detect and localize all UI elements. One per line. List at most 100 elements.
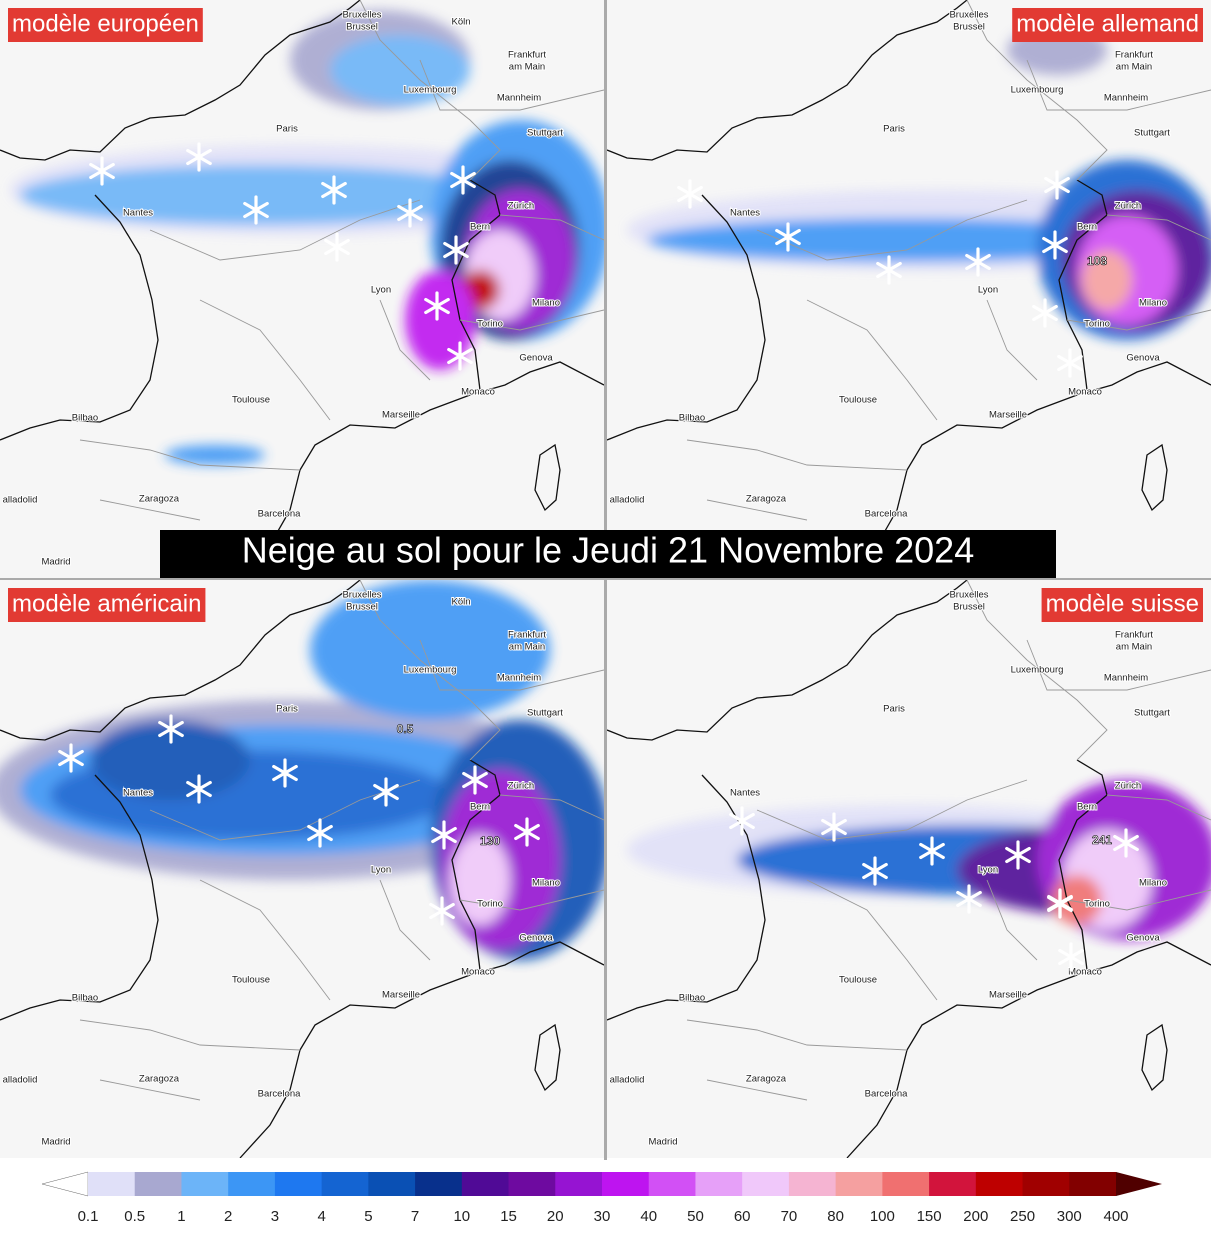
city-label: Nantes: [123, 208, 153, 219]
snow-area: [165, 445, 265, 465]
legend-swatch: [648, 1172, 696, 1196]
legend-swatch: [555, 1172, 603, 1196]
title: Neige au sol pour le Jeudi 21 Novembre 2…: [242, 530, 974, 571]
legend-tick-label: 150: [917, 1208, 942, 1225]
city-label: Lyon: [978, 865, 998, 876]
legend-swatch: [1069, 1172, 1117, 1196]
city-label: Barcelona: [258, 1089, 301, 1100]
legend-tick-label: 40: [640, 1208, 657, 1225]
city-label: Milano: [1139, 878, 1167, 889]
city-label: Nantes: [730, 208, 760, 219]
legend-swatch: [228, 1172, 276, 1196]
city-label: Lyon: [371, 285, 391, 296]
city-label: Zürich: [1115, 781, 1141, 792]
legend-below-arrow: [41, 1171, 89, 1197]
legend-tick-label: 300: [1057, 1208, 1082, 1225]
snow-area: [20, 165, 500, 225]
city-label: Köln: [451, 17, 470, 28]
city-label: Zaragoza: [746, 1074, 787, 1085]
panel-label-box: [8, 8, 203, 42]
snowflake: [1057, 354, 1083, 372]
legend-swatch: [835, 1172, 883, 1196]
legend-swatch: [88, 1172, 136, 1196]
snowflake: [677, 185, 703, 203]
city-label: Brussel: [953, 22, 985, 33]
city-label: Bern: [470, 802, 490, 813]
city-label: Zürich: [508, 201, 534, 212]
snowflake: [821, 818, 847, 836]
city-label: Zürich: [508, 781, 534, 792]
snowflake: [1005, 846, 1031, 864]
snow-area: [330, 35, 470, 105]
contour-label: 241: [1092, 833, 1112, 847]
snowflake: [307, 824, 333, 842]
legend-tick-label: 20: [547, 1208, 564, 1225]
legend-tick-label: 3: [271, 1208, 279, 1225]
legend-swatch: [368, 1172, 416, 1196]
snowflake: [1044, 176, 1070, 194]
snowflake: [186, 780, 212, 798]
city-label: Madrid: [648, 1137, 677, 1148]
city-label: Toulouse: [839, 975, 877, 986]
panel-label-box: [8, 588, 206, 622]
city-label: am Main: [1116, 642, 1152, 653]
legend-tick-label: 30: [594, 1208, 611, 1225]
city-label: Bilbao: [72, 993, 98, 1004]
city-label: alladolid: [3, 495, 38, 506]
legend-swatch: [929, 1172, 977, 1196]
legend-tick-label: 2: [224, 1208, 232, 1225]
snowflake: [462, 771, 488, 789]
snow-area: [90, 720, 250, 800]
city-label: Monaco: [1068, 967, 1102, 978]
legend-tick-label: 100: [870, 1208, 895, 1225]
city-label: alladolid: [610, 1075, 645, 1086]
legend-swatch: [321, 1172, 369, 1196]
city-label: Mannheim: [1104, 93, 1148, 104]
city-label: Nantes: [730, 788, 760, 799]
city-label: Stuttgart: [1134, 128, 1170, 139]
city-label: Luxembourg: [404, 665, 457, 676]
snowflake: [729, 812, 755, 830]
city-label: alladolid: [610, 495, 645, 506]
contour-label: 0.5: [397, 722, 414, 736]
snowflake: [450, 171, 476, 189]
city-label: Monaco: [1068, 387, 1102, 398]
city-label: Bern: [1077, 802, 1097, 813]
city-label: Torino: [477, 899, 503, 910]
snowflake: [89, 162, 115, 180]
city-label: Bern: [470, 222, 490, 233]
panel-label: modèle européen: [12, 10, 199, 37]
legend: 0.1 0.5 1 2 3 4 5 7 10 15 20 30 40 50 60 70 80 100 150 200 2…: [41, 1171, 1162, 1225]
city-label: Brussel: [346, 22, 378, 33]
panel-label: modèle américain: [12, 590, 201, 617]
snowflake: [1058, 948, 1084, 966]
snowflake: [1042, 236, 1068, 254]
city-label: Marseille: [382, 990, 420, 1001]
snowflake: [965, 253, 991, 271]
legend-above-arrow: [1116, 1172, 1162, 1196]
snowflake: [1032, 304, 1058, 322]
city-label: Barcelona: [865, 509, 908, 520]
city-label: Bilbao: [72, 413, 98, 424]
snowflake: [58, 749, 84, 767]
city-label: Frankfurt: [1115, 50, 1153, 61]
city-label: Bruxelles: [342, 590, 381, 601]
city-label: Marseille: [989, 410, 1027, 421]
snowflake: [775, 228, 801, 246]
legend-swatch: [181, 1172, 229, 1196]
snowflake: [321, 181, 347, 199]
city-label: Milano: [532, 878, 560, 889]
city-label: Milano: [1139, 298, 1167, 309]
panel-label: modèle allemand: [1016, 10, 1199, 37]
city-label: Genova: [1126, 933, 1160, 944]
city-label: Frankfurt: [508, 50, 546, 61]
snowflake: [186, 148, 212, 166]
panel-label-box: [1041, 588, 1203, 622]
city-label: Monaco: [461, 387, 495, 398]
snowflake: [447, 347, 473, 365]
city-label: Nantes: [123, 788, 153, 799]
legend-tick-label: 50: [687, 1208, 704, 1225]
city-label: Lyon: [371, 865, 391, 876]
